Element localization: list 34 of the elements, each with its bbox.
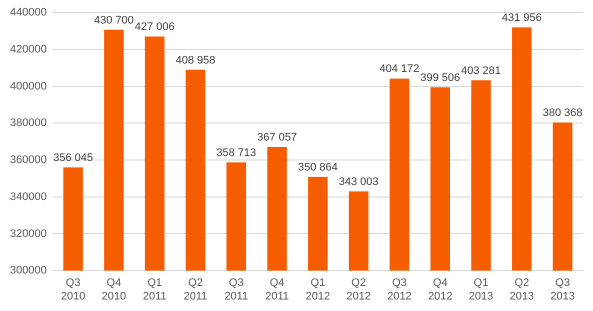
data-label: 404 172 bbox=[380, 63, 420, 76]
x-tick-label: Q1 2013 bbox=[468, 277, 494, 302]
x-tick-label: Q2 2011 bbox=[184, 277, 208, 302]
y-tick-label: 380000 bbox=[10, 117, 47, 130]
data-label: 380 368 bbox=[542, 107, 582, 120]
x-tick-label: Q2 2012 bbox=[346, 277, 371, 302]
data-label: 408 958 bbox=[176, 54, 216, 66]
y-tick-label: 420000 bbox=[10, 43, 47, 56]
data-label: 356 045 bbox=[53, 152, 93, 164]
y-tick-label: 360000 bbox=[10, 154, 47, 166]
y-tick-label: 320000 bbox=[10, 228, 47, 240]
data-label: 367 057 bbox=[257, 132, 297, 144]
x-tick-label: Q4 2011 bbox=[265, 277, 289, 302]
y-tick-label: 400000 bbox=[10, 80, 47, 92]
y-tick-label: 300000 bbox=[10, 264, 47, 277]
x-tick-label: Q3 2013 bbox=[550, 277, 575, 302]
data-label: 350 864 bbox=[298, 161, 338, 174]
data-label: 427 006 bbox=[134, 21, 175, 34]
x-tick-label: Q2 2013 bbox=[510, 277, 534, 302]
x-tick-label: Q1 2012 bbox=[306, 277, 330, 302]
x-tick-label: Q1 2011 bbox=[142, 277, 167, 302]
x-tick-label: Q4 2010 bbox=[102, 277, 126, 302]
y-tick-label: 440000 bbox=[10, 6, 47, 19]
data-label: 358 713 bbox=[216, 146, 256, 159]
y-tick-label: 340000 bbox=[10, 190, 47, 203]
x-tick-label: Q4 2012 bbox=[428, 277, 452, 302]
x-tick-label: Q3 2010 bbox=[60, 277, 86, 302]
data-label: 403 281 bbox=[461, 64, 501, 77]
x-tick-label: Q3 2012 bbox=[387, 277, 412, 302]
data-label: 343 003 bbox=[338, 176, 379, 188]
x-tick-label: Q3 2011 bbox=[224, 277, 248, 302]
data-label: 399 506 bbox=[420, 72, 460, 84]
data-label: 430 700 bbox=[94, 14, 134, 26]
data-label: 431 956 bbox=[502, 12, 542, 24]
